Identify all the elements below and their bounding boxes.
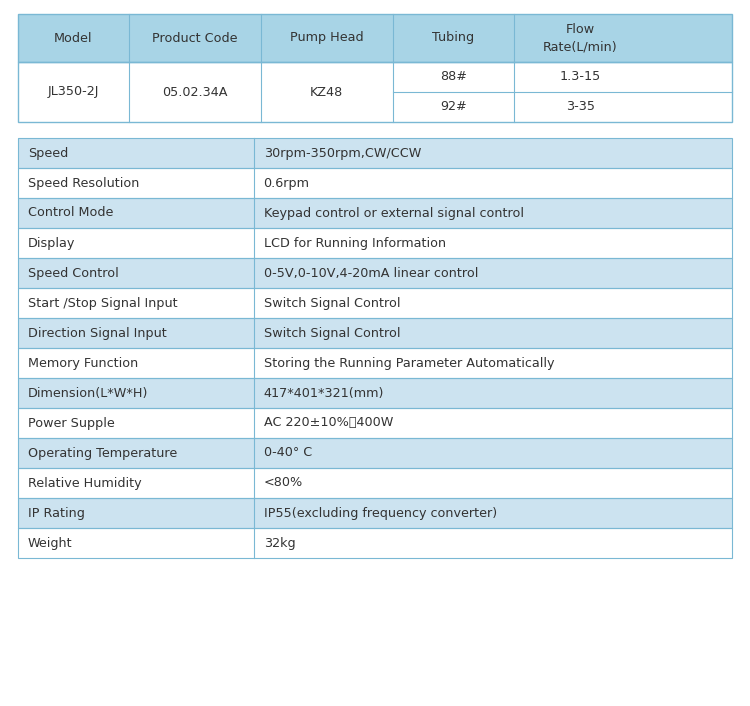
Bar bbox=[18, 528, 732, 558]
Text: 32kg: 32kg bbox=[263, 537, 296, 549]
Text: Speed: Speed bbox=[28, 147, 68, 160]
Bar bbox=[18, 168, 732, 198]
Text: Dimension(L*W*H): Dimension(L*W*H) bbox=[28, 386, 148, 400]
Bar bbox=[18, 318, 732, 348]
Text: AC 220±10%、400W: AC 220±10%、400W bbox=[263, 417, 393, 429]
Bar bbox=[18, 14, 732, 62]
Bar bbox=[18, 258, 732, 288]
Text: Product Code: Product Code bbox=[152, 32, 238, 44]
Bar bbox=[18, 288, 732, 318]
Bar bbox=[18, 498, 732, 528]
Bar bbox=[18, 438, 732, 468]
Text: Power Supple: Power Supple bbox=[28, 417, 115, 429]
Text: Speed Resolution: Speed Resolution bbox=[28, 176, 140, 189]
Text: 417*401*321(mm): 417*401*321(mm) bbox=[263, 386, 384, 400]
Text: Switch Signal Control: Switch Signal Control bbox=[263, 326, 400, 340]
Bar bbox=[18, 408, 732, 438]
Bar bbox=[18, 138, 732, 168]
Text: 0-5V,0-10V,4-20mA linear control: 0-5V,0-10V,4-20mA linear control bbox=[263, 266, 478, 280]
Text: <80%: <80% bbox=[263, 477, 303, 489]
Text: Tubing: Tubing bbox=[433, 32, 475, 44]
Text: 0-40° C: 0-40° C bbox=[263, 446, 312, 460]
Bar bbox=[18, 168, 732, 198]
Text: 3-35: 3-35 bbox=[566, 100, 595, 114]
Bar bbox=[18, 258, 732, 288]
Text: Display: Display bbox=[28, 237, 75, 249]
Text: Storing the Running Parameter Automatically: Storing the Running Parameter Automatica… bbox=[263, 357, 554, 369]
Bar bbox=[18, 528, 732, 558]
Text: Model: Model bbox=[54, 32, 92, 44]
Text: JL350-2J: JL350-2J bbox=[47, 85, 99, 99]
Text: 30rpm-350rpm,CW/CCW: 30rpm-350rpm,CW/CCW bbox=[263, 147, 421, 160]
Text: Pump Head: Pump Head bbox=[290, 32, 364, 44]
Bar bbox=[18, 62, 732, 122]
Text: Start /Stop Signal Input: Start /Stop Signal Input bbox=[28, 297, 178, 309]
Text: Control Mode: Control Mode bbox=[28, 206, 113, 220]
Bar bbox=[18, 348, 732, 378]
Text: IP Rating: IP Rating bbox=[28, 506, 85, 520]
Bar bbox=[18, 198, 732, 228]
Bar bbox=[18, 318, 732, 348]
Text: Operating Temperature: Operating Temperature bbox=[28, 446, 177, 460]
Bar bbox=[18, 408, 732, 438]
Bar bbox=[18, 378, 732, 408]
Text: Flow
Rate(L/min): Flow Rate(L/min) bbox=[543, 23, 617, 53]
Bar bbox=[18, 438, 732, 468]
Text: KZ48: KZ48 bbox=[310, 85, 344, 99]
Bar bbox=[18, 62, 732, 122]
Text: Speed Control: Speed Control bbox=[28, 266, 118, 280]
Text: Switch Signal Control: Switch Signal Control bbox=[263, 297, 400, 309]
Text: 1.3-15: 1.3-15 bbox=[560, 71, 601, 83]
Bar bbox=[18, 228, 732, 258]
Text: Memory Function: Memory Function bbox=[28, 357, 138, 369]
Bar bbox=[18, 498, 732, 528]
Text: IP55(excluding frequency converter): IP55(excluding frequency converter) bbox=[263, 506, 496, 520]
Text: Keypad control or external signal control: Keypad control or external signal contro… bbox=[263, 206, 524, 220]
Text: 0.6rpm: 0.6rpm bbox=[263, 176, 310, 189]
Text: Weight: Weight bbox=[28, 537, 73, 549]
Bar bbox=[18, 468, 732, 498]
Text: 92#: 92# bbox=[440, 100, 466, 114]
Bar bbox=[18, 14, 732, 62]
Bar bbox=[18, 288, 732, 318]
Bar bbox=[18, 198, 732, 228]
Bar bbox=[18, 378, 732, 408]
Bar bbox=[18, 138, 732, 168]
Text: 88#: 88# bbox=[440, 71, 467, 83]
Text: 05.02.34A: 05.02.34A bbox=[162, 85, 227, 99]
Bar bbox=[18, 468, 732, 498]
Bar bbox=[18, 348, 732, 378]
Text: LCD for Running Information: LCD for Running Information bbox=[263, 237, 446, 249]
Text: Relative Humidity: Relative Humidity bbox=[28, 477, 142, 489]
Text: Direction Signal Input: Direction Signal Input bbox=[28, 326, 166, 340]
Bar bbox=[18, 228, 732, 258]
